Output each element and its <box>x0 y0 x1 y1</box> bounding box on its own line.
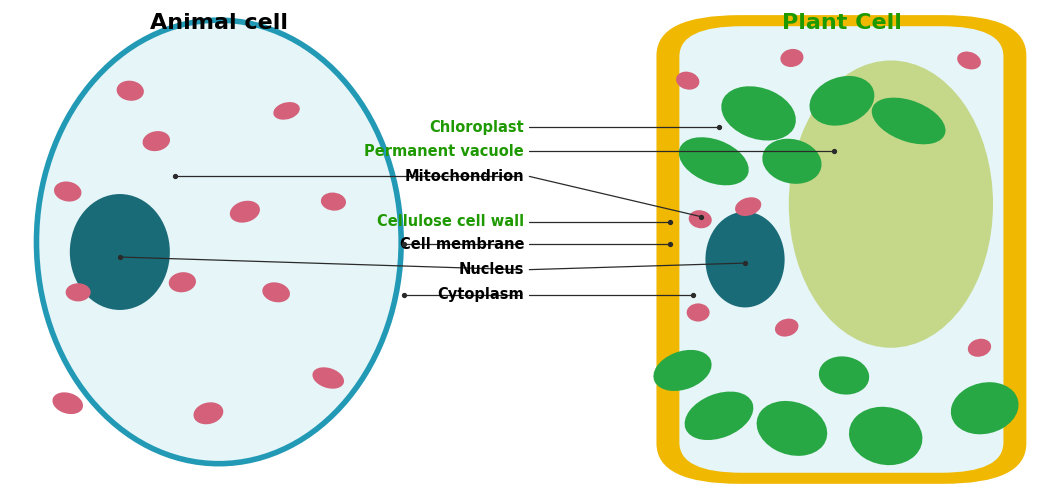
Ellipse shape <box>756 401 827 456</box>
Ellipse shape <box>54 181 81 202</box>
Ellipse shape <box>52 392 83 414</box>
Ellipse shape <box>313 367 344 389</box>
Ellipse shape <box>689 210 712 228</box>
Ellipse shape <box>968 339 991 357</box>
Text: Cell membrane: Cell membrane <box>400 237 524 252</box>
Ellipse shape <box>763 139 821 184</box>
Ellipse shape <box>775 319 798 337</box>
Text: Cytoplasm: Cytoplasm <box>438 287 524 302</box>
Ellipse shape <box>676 72 699 90</box>
Ellipse shape <box>950 382 1019 434</box>
Ellipse shape <box>735 197 762 216</box>
Ellipse shape <box>194 402 223 424</box>
FancyBboxPatch shape <box>656 15 1026 484</box>
Ellipse shape <box>780 49 803 67</box>
Ellipse shape <box>819 356 869 395</box>
Text: Animal cell: Animal cell <box>150 13 288 33</box>
Text: Plant Cell: Plant Cell <box>782 13 902 33</box>
Ellipse shape <box>36 20 401 464</box>
Ellipse shape <box>789 60 993 348</box>
Text: Permanent vacuole: Permanent vacuole <box>365 144 524 159</box>
Ellipse shape <box>66 283 91 301</box>
Text: Nucleus: Nucleus <box>458 262 524 277</box>
Ellipse shape <box>721 86 796 141</box>
Ellipse shape <box>117 81 144 101</box>
Text: Mitochondrion: Mitochondrion <box>404 169 524 184</box>
Ellipse shape <box>678 137 749 185</box>
FancyBboxPatch shape <box>679 26 1003 473</box>
Ellipse shape <box>143 131 170 151</box>
Ellipse shape <box>169 272 196 292</box>
Ellipse shape <box>810 76 874 125</box>
Ellipse shape <box>958 51 981 70</box>
Ellipse shape <box>70 194 170 310</box>
Ellipse shape <box>705 212 785 307</box>
Ellipse shape <box>321 193 346 211</box>
Ellipse shape <box>263 282 290 302</box>
Ellipse shape <box>685 392 753 440</box>
Ellipse shape <box>273 102 300 120</box>
Ellipse shape <box>230 201 259 223</box>
Text: Chloroplast: Chloroplast <box>429 119 524 135</box>
Text: Cellulose cell wall: Cellulose cell wall <box>377 214 524 229</box>
Ellipse shape <box>872 98 945 144</box>
Ellipse shape <box>653 350 712 391</box>
Ellipse shape <box>687 303 710 322</box>
Ellipse shape <box>849 407 922 465</box>
